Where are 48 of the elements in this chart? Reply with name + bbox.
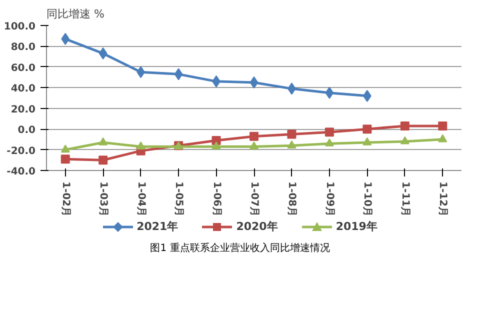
point — [324, 128, 334, 137]
point — [287, 130, 296, 139]
point — [438, 121, 448, 130]
point — [287, 140, 296, 148]
x-tick-label: 1-09月 — [324, 182, 335, 217]
x-tick-label: 1-03月 — [98, 182, 109, 217]
point — [438, 134, 448, 142]
point — [400, 136, 410, 144]
point — [60, 154, 70, 164]
point — [98, 156, 108, 165]
x-tick-label: 1-02月 — [60, 182, 71, 217]
x-tick-label: 1-11月 — [399, 182, 410, 217]
x-tick-label: 1-08月 — [286, 182, 298, 217]
point — [324, 138, 334, 146]
point — [212, 136, 221, 145]
point — [136, 142, 146, 150]
x-tick-label: 1-07月 — [248, 182, 260, 217]
y-tick-label: -40.0 — [6, 166, 36, 178]
point — [362, 124, 372, 134]
legend-label: 2020年 — [236, 219, 278, 235]
point — [362, 137, 372, 146]
legend-label: 2019年 — [336, 219, 378, 235]
y-tick-label: 100.0 — [4, 22, 36, 32]
y-tick-label: 0.0 — [18, 125, 36, 136]
y-tick-label: 20.0 — [10, 104, 36, 116]
x-tick-label: 1-06月 — [210, 182, 222, 217]
point — [61, 32, 70, 45]
point — [98, 47, 108, 60]
point — [250, 142, 258, 150]
x-tick-label: 1-04月 — [135, 182, 146, 217]
point — [250, 132, 258, 141]
point — [212, 142, 221, 150]
point — [250, 76, 258, 88]
point — [400, 121, 410, 130]
y-tick-label: 60.0 — [10, 62, 36, 74]
point — [325, 86, 334, 99]
x-tick-label: 1-12月 — [437, 182, 448, 217]
point — [98, 137, 108, 146]
y-axis-title: 同比增速 % — [46, 8, 104, 20]
y-tick-label: -20.0 — [6, 146, 36, 157]
point — [174, 68, 183, 80]
caption: 图1 重点联系企业营业收入同比增速情况 — [149, 242, 331, 256]
point — [60, 144, 70, 153]
y-tick-label: 80.0 — [10, 42, 36, 54]
x-tick-label: 1-05月 — [173, 182, 184, 217]
x-tick-label: 1-10月 — [362, 182, 373, 217]
y-tick-label: 40.0 — [10, 84, 36, 95]
legend-label: 2021年 — [136, 219, 178, 235]
